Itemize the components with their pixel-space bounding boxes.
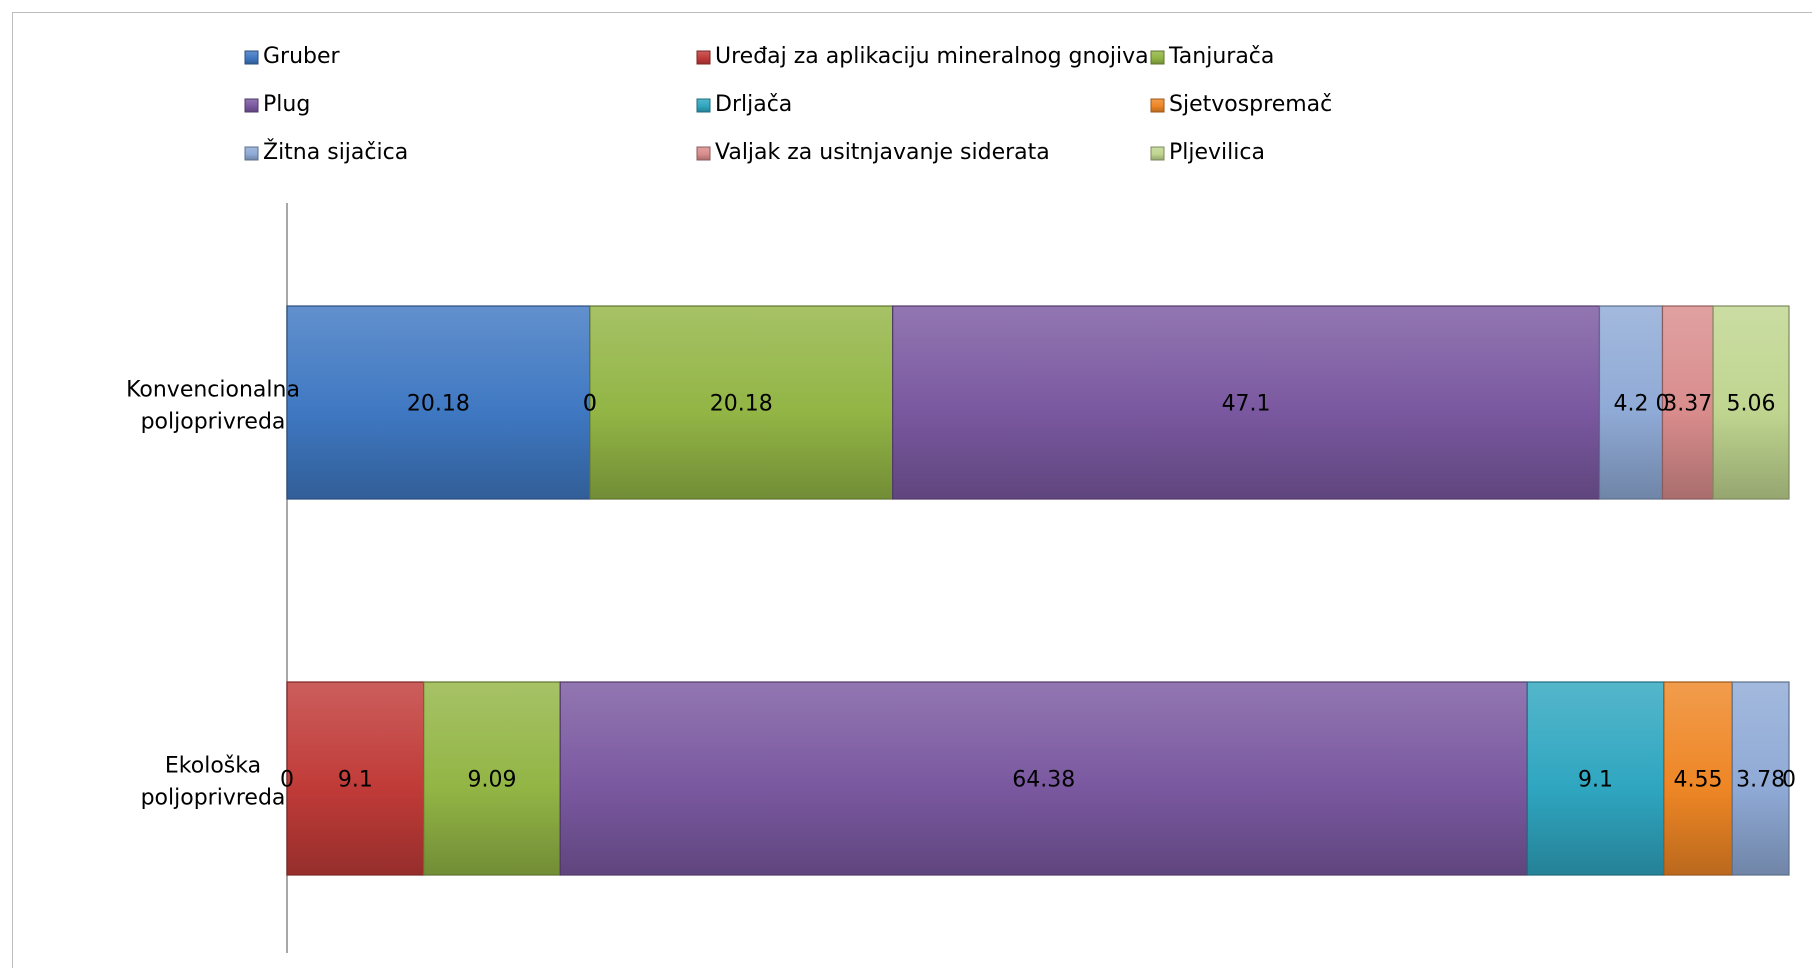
- legend-label: Sjetvospremač: [1169, 92, 1332, 117]
- legend-label: Gruber: [263, 44, 341, 69]
- category-label-konvencionalna: Konvencionalna poljoprivreda: [126, 378, 300, 435]
- bars: [286, 305, 1790, 876]
- data-label-ekoloska-gruber: 0: [280, 768, 294, 793]
- data-label-konvencionalna-uredaj-za-aplikaciju-mineralnog-gnojiva: 0: [583, 392, 597, 417]
- bar-ekoloska-drljaca: [1526, 681, 1665, 876]
- legend-label: Žitna sijačica: [263, 139, 408, 165]
- data-label-konvencionalna-valjak-za-usitnjavanje-siderata: 3.37: [1663, 392, 1712, 417]
- legend-label: Valjak za usitnjavanje siderata: [715, 140, 1050, 165]
- bar-konvencionalna-gruber: [286, 305, 591, 500]
- data-label-konvencionalna-zero: 0: [583, 392, 597, 417]
- bar-ekoloska-plug: [559, 681, 1528, 876]
- data-label-ekoloska-sjetvospremac: 4.55: [1674, 768, 1723, 793]
- data-label-konvencionalna-tanjuraca: 20.18: [710, 392, 773, 417]
- legend-item-tanjuraca: Tanjurača: [1150, 44, 1274, 69]
- legend-swatch: [696, 146, 711, 161]
- category-labels: Konvencionalna poljoprivreda Ekološka poljo…: [126, 378, 300, 811]
- legend-swatch: [1150, 98, 1165, 113]
- legend-label: Plug: [263, 92, 310, 117]
- legend-item-gruber: Gruber: [244, 44, 341, 69]
- legend-item-plug: Plug: [244, 92, 310, 117]
- data-label-konvencionalna-gruber: 20.18: [407, 392, 470, 417]
- legend-swatch: [244, 98, 259, 113]
- legend-label: Uređaj za aplikaciju mineralnog gnojiva: [715, 44, 1149, 69]
- legend-label: Pljevilica: [1169, 140, 1265, 165]
- data-label-konvencionalna-zitna-sijacica: 4.2: [1613, 392, 1648, 417]
- bar-ekoloska-tanjuraca: [423, 681, 561, 876]
- data-label-ekoloska-drljaca: 9.1: [1578, 768, 1613, 793]
- data-label-ekoloska-uredaj-za-aplikaciju-mineralnog-gnojiva: 9.1: [338, 768, 373, 793]
- bar-konvencionalna-plug: [892, 305, 1601, 500]
- legend: Gruber Uređaj za aplikaciju mineralnog gn…: [244, 44, 1332, 165]
- data-label-ekoloska-pljevilica: 0: [1782, 768, 1796, 793]
- legend-label: Tanjurača: [1168, 44, 1274, 69]
- data-label-konvencionalna-plug: 47.1: [1222, 392, 1271, 417]
- data-label-konvencionalna-pljevilica: 5.06: [1727, 392, 1776, 417]
- legend-swatch: [1150, 50, 1165, 65]
- data-label-konvencionalna-zero: 0: [1655, 392, 1669, 417]
- category-label-ekoloska: Ekološka poljoprivreda: [141, 754, 286, 811]
- bar-konvencionalna-tanjuraca: [589, 305, 894, 500]
- legend-item-uredaj-za-aplikaciju-mineralnog-gnojiva: Uređaj za aplikaciju mineralnog gnojiva: [696, 44, 1149, 69]
- stacked-bar-chart: Gruber Uređaj za aplikaciju mineralnog gn…: [126, 44, 1796, 953]
- legend-swatch: [696, 98, 711, 113]
- legend-swatch: [1150, 146, 1165, 161]
- legend-swatch: [244, 146, 259, 161]
- legend-item-valjak-za-usitnjavanje-siderata: Valjak za usitnjavanje siderata: [696, 140, 1050, 165]
- data-label-ekoloska-zitna-sijacica: 3.78: [1736, 768, 1785, 793]
- data-label-ekoloska-tanjuraca: 9.09: [467, 768, 516, 793]
- legend-item-pljevilica: Pljevilica: [1150, 140, 1265, 165]
- legend-item-zitna-sijacica: Žitna sijačica: [244, 139, 408, 165]
- bar-ekoloska-sjetvospremac: [1663, 681, 1733, 876]
- data-labels: 20.18 00 20.18 47.1 4.2 03.37 5.060 9.1 9.09 64.3…: [280, 392, 1796, 793]
- legend-label: Drljača: [715, 92, 792, 117]
- legend-item-sjetvospremac: Sjetvospremač: [1150, 92, 1332, 117]
- legend-item-drljaca: Drljača: [696, 92, 792, 117]
- bar-ekoloska-zitna-sijacica: [1731, 681, 1790, 876]
- legend-swatch: [696, 50, 711, 65]
- chart-frame: Gruber Uređaj za aplikaciju mineralnog gn…: [12, 12, 1812, 968]
- data-label-ekoloska-plug: 64.38: [1012, 768, 1075, 793]
- legend-swatch: [244, 50, 259, 65]
- bar-konvencionalna-pljevilica: [1712, 305, 1790, 500]
